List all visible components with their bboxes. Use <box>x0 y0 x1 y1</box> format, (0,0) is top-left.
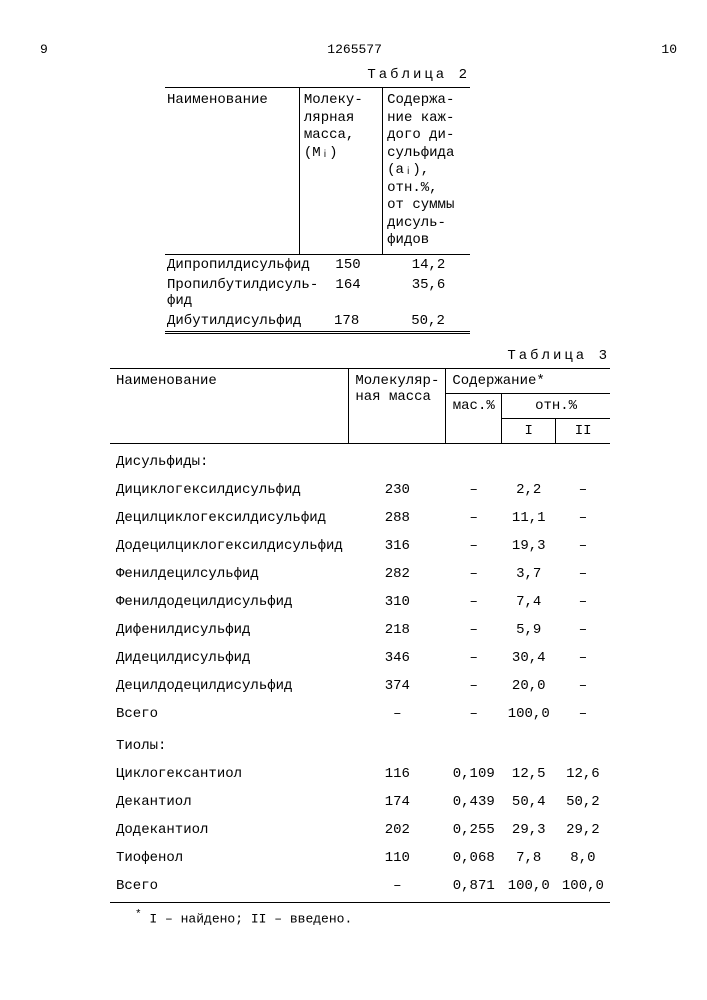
document-number: 1265577 <box>48 42 662 57</box>
table-row: Дициклогексилдисульфид230–2,2– <box>110 476 610 504</box>
table-row: Додецилциклогексилдисульфид316–19,3– <box>110 532 610 560</box>
table-3-col-mas-pct: мас.% <box>446 393 502 443</box>
table-2-body: Дипропилдисульфид15014,2Пропилбутилдисул… <box>165 255 470 331</box>
page-num-right: 10 <box>661 42 677 57</box>
table-2: Таблица 2 Наименование Молеку- лярная ма… <box>165 67 470 334</box>
table-row: Циклогексантиол1160,10912,512,6 <box>110 760 610 788</box>
table-3-col-ii: II <box>556 418 610 443</box>
page-num-left: 9 <box>40 42 48 57</box>
table-3-caption: Таблица 3 <box>110 348 610 364</box>
table-2-header: Наименование Молеку- лярная масса, (Mᵢ) … <box>165 87 470 255</box>
table-3-footnote: * I – найдено; II – введено. <box>135 909 610 926</box>
table-2-caption: Таблица 2 <box>165 67 470 83</box>
table-row: Децилдодецилдисульфид374–20,0– <box>110 672 610 700</box>
table-row: Децилциклогексилдисульфид288–11,1– <box>110 504 610 532</box>
table-3-body: Дисульфиды:Дициклогексилдисульфид230–2,2… <box>110 443 610 900</box>
table-row: Пропилбутилдисуль- фид16435,6 <box>165 275 470 311</box>
page-header: 9 1265577 10 <box>110 42 667 57</box>
page: 9 1265577 10 Таблица 2 Наименование Моле… <box>0 0 707 1000</box>
table-row: Додекантиол2020,25529,329,2 <box>110 816 610 844</box>
table-section: Дисульфиды: <box>110 443 610 476</box>
table-row: Фенилдецилсульфид282–3,7– <box>110 560 610 588</box>
table-row: Декантиол1740,43950,450,2 <box>110 788 610 816</box>
table-2-col-name: Наименование <box>165 88 300 254</box>
table-2-col-mass: Молеку- лярная масса, (Mᵢ) <box>300 88 383 254</box>
table-row: Дидецилдисульфид346–30,4– <box>110 644 610 672</box>
table-3-col-content: Содержание* <box>446 368 610 393</box>
table-row: Всего––100,0– <box>110 700 610 728</box>
table-2-col-content: Содержа- ние каж- дого ди- сульфида (aᵢ)… <box>383 88 470 254</box>
table-3-col-i: I <box>502 418 556 443</box>
table-row: Дибутилдисульфид17850,2 <box>165 311 470 331</box>
table-row: Дипропилдисульфид15014,2 <box>165 255 470 275</box>
table-section: Тиолы: <box>110 728 610 760</box>
table-3-col-otn-pct: отн.% <box>502 393 610 418</box>
table-row: Тиофенол1100,0687,88,0 <box>110 844 610 872</box>
table-row: Всего–0,871100,0100,0 <box>110 872 610 900</box>
table-row: Дифенилдисульфид218–5,9– <box>110 616 610 644</box>
table-3-col-mass: Молекуляр- ная масса <box>349 368 446 443</box>
table-3-col-name: Наименование <box>110 368 349 443</box>
table-row: Фенилдодецилдисульфид310–7,4– <box>110 588 610 616</box>
table-3: Таблица 3 Наименование Молекуляр- ная ма… <box>110 348 610 926</box>
